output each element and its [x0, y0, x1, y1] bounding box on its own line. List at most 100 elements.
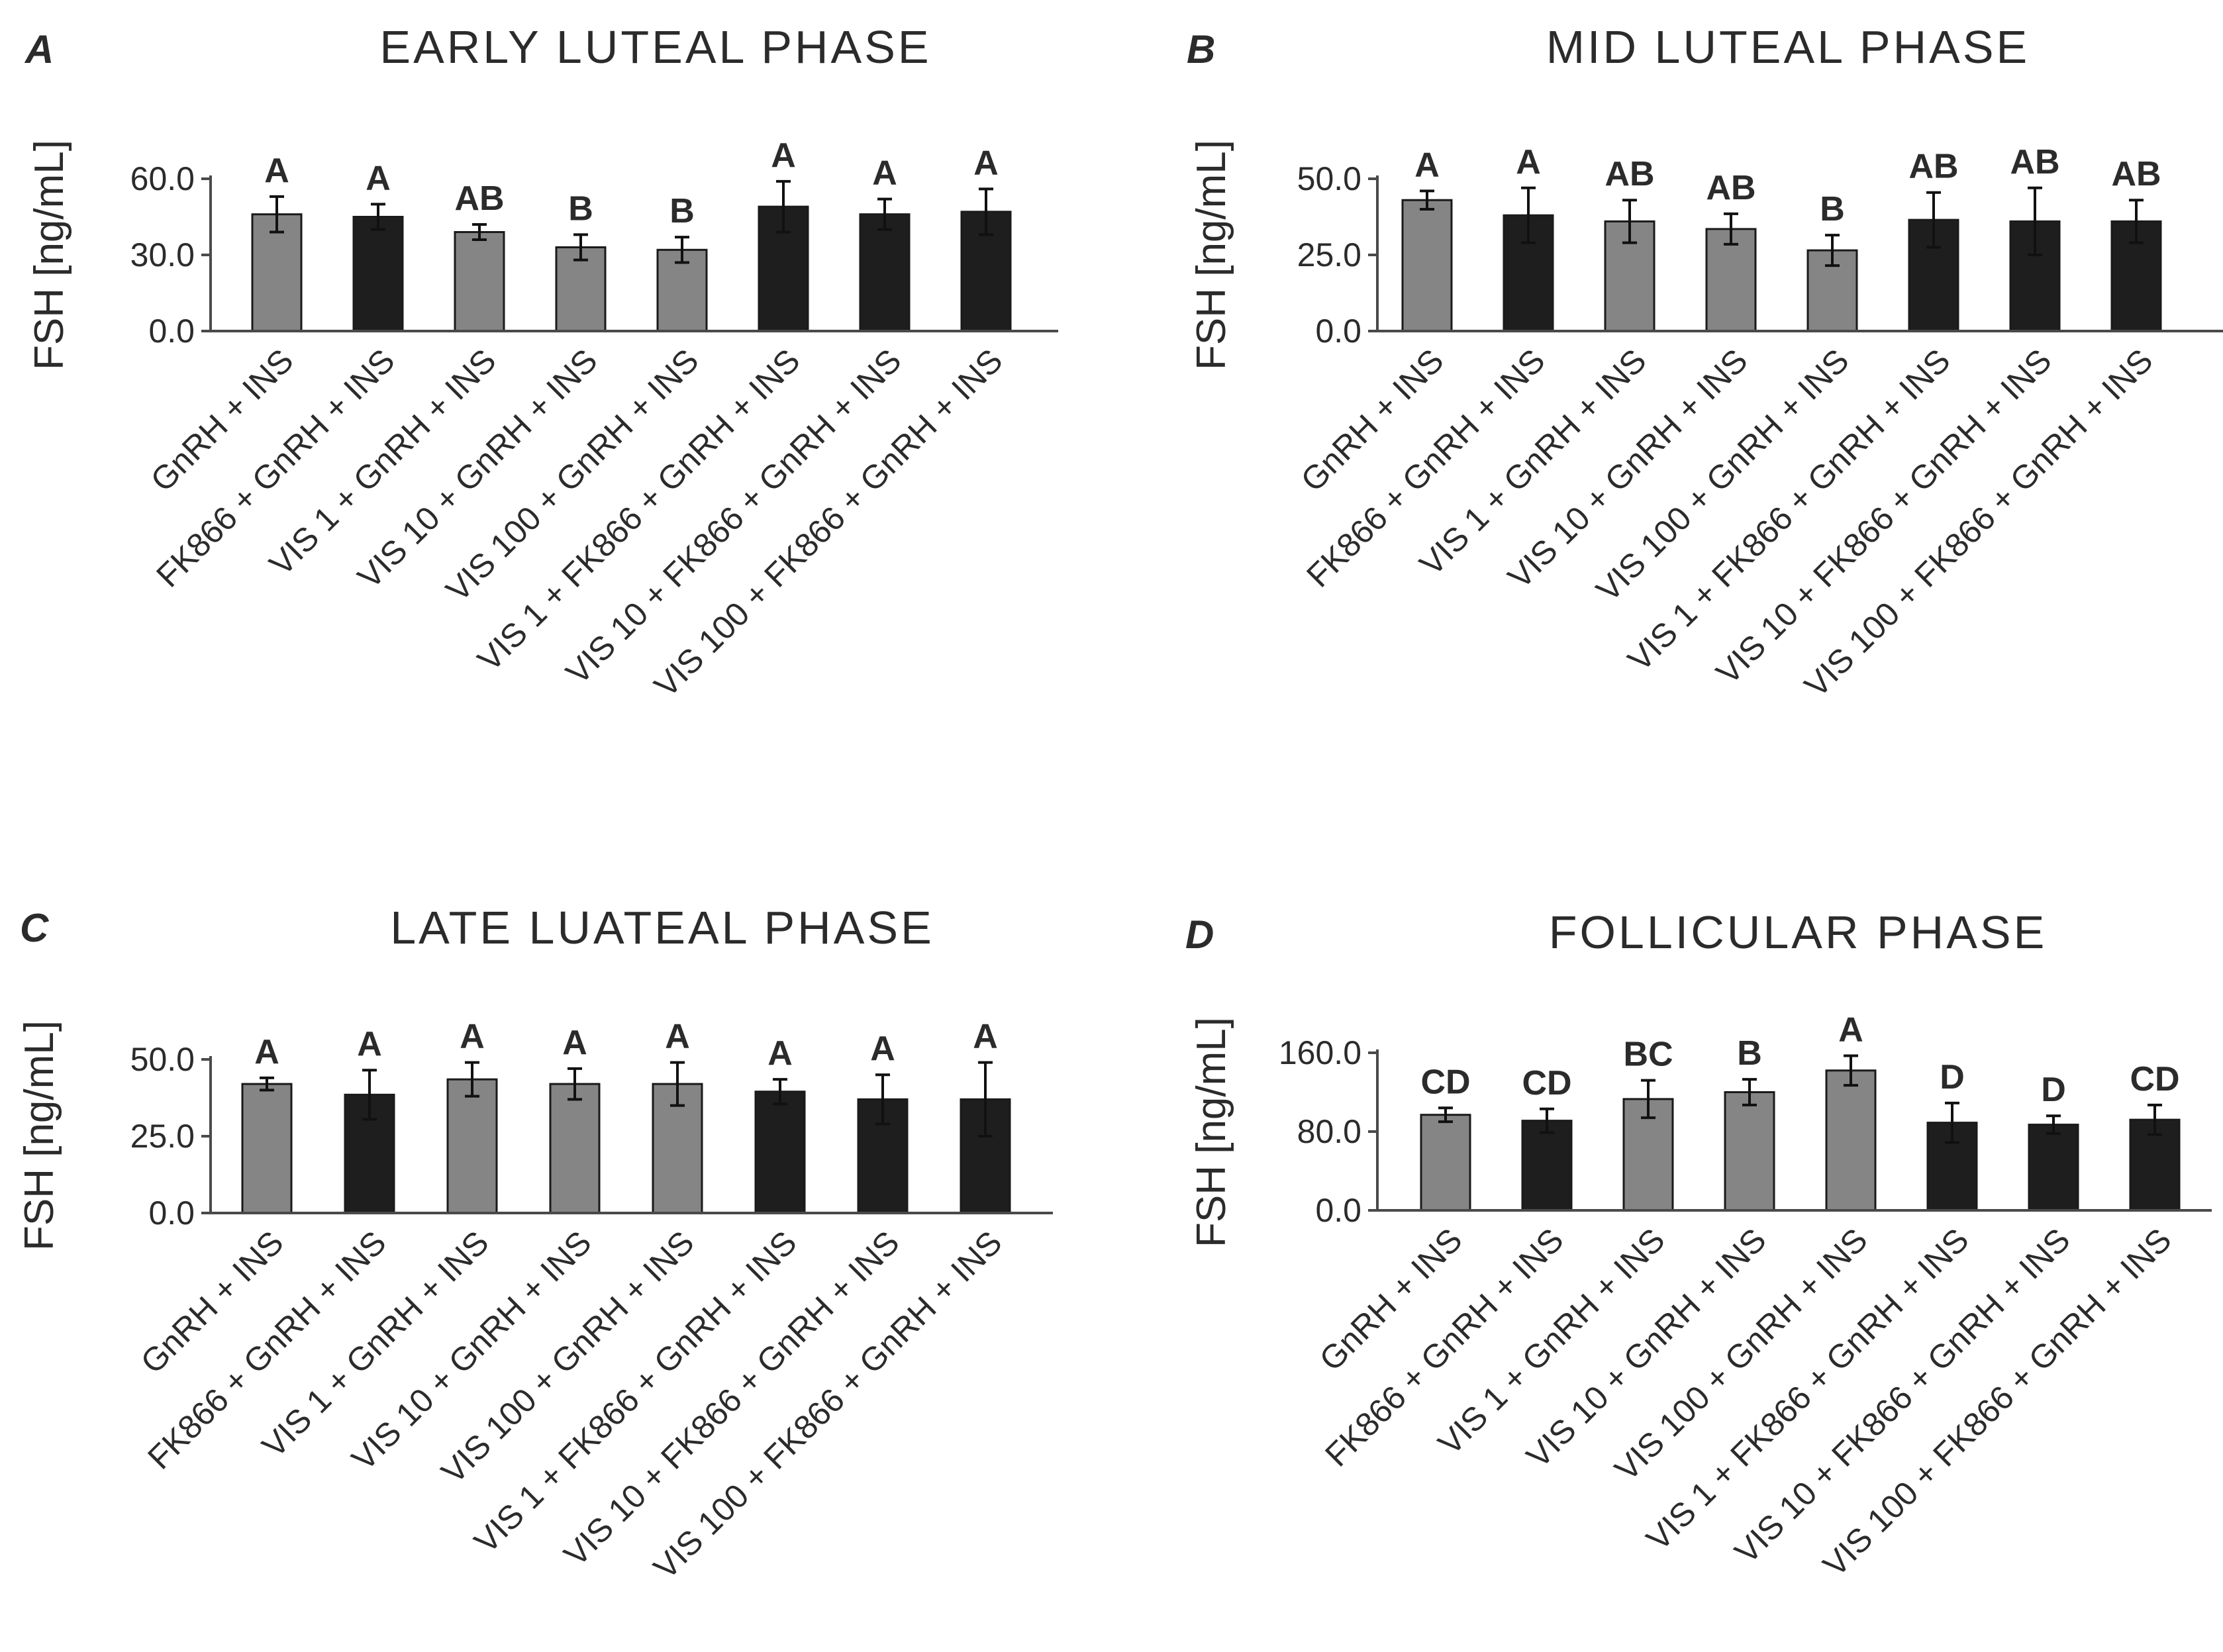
bar — [1825, 1069, 1877, 1212]
error-bar — [979, 187, 993, 236]
error-bar — [568, 1067, 582, 1101]
panel-letter: D — [1185, 912, 1214, 957]
error-bar — [1724, 212, 1738, 246]
bar — [446, 1078, 498, 1214]
y-axis-label: FSH [ng/mL] — [26, 140, 72, 370]
significance-label: A — [264, 152, 289, 190]
bar — [1401, 199, 1453, 332]
error-bar — [1641, 1079, 1655, 1120]
significance-label: A — [771, 136, 796, 175]
bar — [1908, 219, 1959, 332]
panel-letter: A — [24, 27, 54, 72]
y-tick-label: 0.0 — [148, 313, 195, 350]
significance-label: A — [767, 1034, 793, 1073]
significance-label: CD — [1522, 1064, 1571, 1102]
error-bar — [773, 1078, 787, 1106]
significance-label: BC — [1623, 1036, 1673, 1074]
significance-label: A — [870, 1030, 895, 1068]
y-tick-label: 0.0 — [1315, 313, 1361, 350]
error-bar — [270, 195, 284, 234]
chart-panel-d: D FOLLICULAR PHASE FSH [ng/mL] 0.0 80.0 160.0… — [1185, 906, 2212, 1584]
error-bar — [371, 203, 385, 231]
y-tick-label: 25.0 — [1297, 236, 1361, 273]
significance-label: A — [357, 1025, 382, 1063]
bar — [1420, 1114, 1471, 1212]
error-bar — [1945, 1101, 1959, 1144]
significance-label: A — [872, 154, 897, 193]
error-bar — [1844, 1054, 1858, 1087]
bar — [454, 231, 505, 332]
error-bar — [573, 233, 588, 262]
chart-title: FOLLICULAR PHASE — [1549, 906, 2048, 958]
chart-panel-c: C LATE LUATEAL PHASE FSH [ng/mL] 0.0 25.0 50.… — [17, 902, 1053, 1586]
significance-label: AB — [1605, 155, 1654, 193]
significance-label: D — [1940, 1058, 1965, 1096]
y-tick-label: 60.0 — [130, 160, 195, 197]
y-tick-label: 160.0 — [1279, 1034, 1361, 1071]
significance-label: A — [460, 1018, 485, 1056]
y-tick-label: 0.0 — [148, 1194, 195, 1232]
error-bar — [1438, 1106, 1453, 1124]
error-bar — [362, 1069, 377, 1121]
y-axis-label: FSH [ng/mL] — [17, 1020, 62, 1251]
bar — [2028, 1124, 2079, 1212]
error-bar — [2028, 186, 2042, 256]
significance-label: B — [568, 189, 593, 228]
error-bar — [875, 1073, 890, 1126]
significance-label: A — [973, 1018, 998, 1056]
y-axis-label: FSH [ng/mL] — [1189, 140, 1234, 370]
error-bar — [877, 197, 892, 231]
panel-letter: B — [1187, 27, 1215, 72]
bar — [1724, 1091, 1775, 1212]
error-bar — [1622, 199, 1637, 244]
y-tick-label: 30.0 — [130, 236, 195, 273]
error-bar — [260, 1076, 274, 1092]
error-bar — [1521, 186, 1536, 244]
significance-label: CD — [1420, 1063, 1470, 1101]
significance-label: A — [973, 144, 999, 182]
bar — [251, 213, 303, 332]
significance-label: AB — [2010, 143, 2059, 181]
y-axis-label: FSH [ng/mL] — [1189, 1017, 1234, 1247]
error-bar — [1825, 234, 1840, 267]
error-bar — [670, 1061, 685, 1107]
chart-title: MID LUTEAL PHASE — [1546, 21, 2030, 73]
error-bar — [2129, 199, 2144, 244]
significance-label: B — [669, 192, 695, 230]
y-tick-label: 25.0 — [130, 1118, 195, 1155]
error-bar — [1926, 191, 1941, 249]
significance-label: B — [1820, 190, 1845, 228]
significance-label: CD — [2130, 1060, 2179, 1098]
bar — [754, 1091, 806, 1214]
significance-label: AB — [2111, 155, 2161, 193]
y-tick-label: 50.0 — [130, 1041, 195, 1078]
error-bar — [1540, 1107, 1554, 1134]
error-bar — [675, 236, 689, 264]
bar — [549, 1083, 601, 1214]
significance-label: A — [562, 1024, 587, 1062]
bar — [241, 1083, 293, 1214]
significance-label: AB — [1706, 169, 1755, 207]
error-bar — [2148, 1103, 2162, 1136]
significance-label: B — [1737, 1034, 1762, 1073]
y-tick-label: 50.0 — [1297, 160, 1361, 197]
y-tick-label: 0.0 — [1315, 1192, 1361, 1229]
chart-panel-a: A EARLY LUTEAL PHASE FSH [ng/mL] 0.0 30.0 60.… — [24, 21, 1058, 705]
y-tick-label: 80.0 — [1297, 1113, 1361, 1150]
error-bar — [1420, 189, 1434, 211]
bar — [859, 213, 911, 332]
error-bar — [1742, 1078, 1757, 1106]
bar — [1521, 1120, 1573, 1212]
significance-label: D — [2041, 1071, 2066, 1109]
significance-label: A — [254, 1033, 279, 1071]
error-bar — [776, 179, 791, 234]
significance-label: AB — [454, 179, 504, 218]
significance-label: A — [1838, 1010, 1863, 1049]
error-bar — [472, 223, 487, 241]
significance-label: A — [366, 159, 391, 197]
chart-title: EARLY LUTEAL PHASE — [379, 21, 931, 73]
chart-title: LATE LUATEAL PHASE — [390, 902, 934, 953]
error-bar — [978, 1061, 993, 1138]
error-bar — [2046, 1114, 2061, 1135]
